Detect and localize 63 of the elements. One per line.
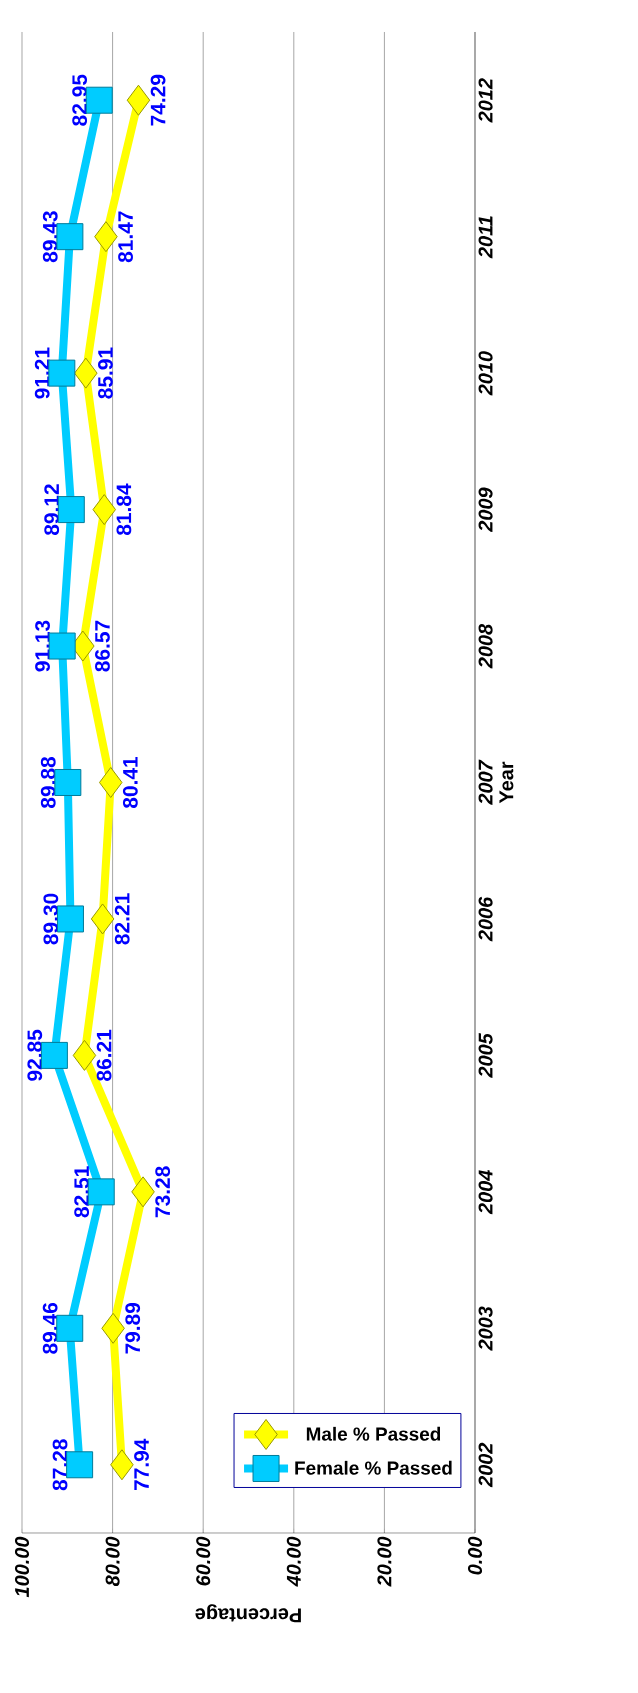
y-tick-label: 2004 [478,1170,493,1215]
y-tick-label: 2012 [478,78,493,123]
point [98,766,123,798]
point [126,84,151,116]
point [56,223,84,251]
point [74,357,98,389]
data-label: 77.94 [134,1438,149,1491]
x-axis-title: Percentage [195,1604,301,1623]
y-tick-label: 2009 [478,487,493,533]
data-label: 80.41 [122,756,138,809]
data-label: 73.28 [155,1166,171,1218]
point [110,1449,134,1481]
point [54,768,82,796]
y-tick-label: 2003 [478,1306,493,1351]
point [56,1314,84,1342]
point [48,359,76,387]
legend-label: Male % Passed [306,1426,441,1441]
point [94,221,118,253]
y-tick-label: 2002 [478,1442,493,1488]
data-label: 91.21 [34,347,50,399]
point [85,86,113,114]
point [87,1178,115,1206]
y-tick-label: 2011 [478,216,493,259]
data-label: 81.84 [116,483,132,536]
data-label: 89.46 [42,1302,58,1354]
y-tick-label: 2007 [478,759,493,805]
point [48,632,76,660]
data-label: 74.29 [150,74,166,126]
y-axis-title: Year [499,761,514,804]
data-label: 79.89 [125,1302,141,1354]
x-tick-label: 20.00 [377,1536,392,1587]
y-tick-label: 2008 [478,623,493,669]
point [90,903,115,935]
point [131,1176,155,1208]
x-tick-label: 60.00 [196,1536,211,1586]
x-tick-label: 100.00 [14,1536,30,1598]
data-label: 82.21 [114,893,130,945]
data-label: 92.85 [27,1029,43,1081]
y-tick-label: 2006 [478,896,493,942]
data-label: 91.13 [35,620,50,672]
data-label: 89.12 [44,484,60,536]
y-tick-label: 2010 [478,351,493,396]
x-tick-label: 40.00 [286,1536,301,1587]
point [57,496,85,524]
point [92,494,117,526]
x-tick-label: 80.00 [105,1536,120,1587]
data-label: 81.47 [118,211,133,263]
data-label: 89.43 [42,211,58,263]
point [72,1039,97,1071]
data-label: 85.91 [98,347,113,399]
data-label: 82.51 [74,1166,90,1218]
y-tick-label: 2005 [478,1033,493,1078]
data-label: 82.95 [72,74,88,126]
point [66,1451,94,1479]
x-tick-label: 0.00 [467,1536,483,1575]
data-label: 89.30 [43,893,59,945]
data-label: 86.57 [95,620,110,672]
data-label: 86.21 [96,1029,112,1081]
data-label: 87.28 [52,1439,68,1491]
point [40,1041,68,1069]
data-label: 89.88 [40,756,56,809]
point [101,1312,125,1344]
legend-label: Female % Passed [295,1460,452,1475]
